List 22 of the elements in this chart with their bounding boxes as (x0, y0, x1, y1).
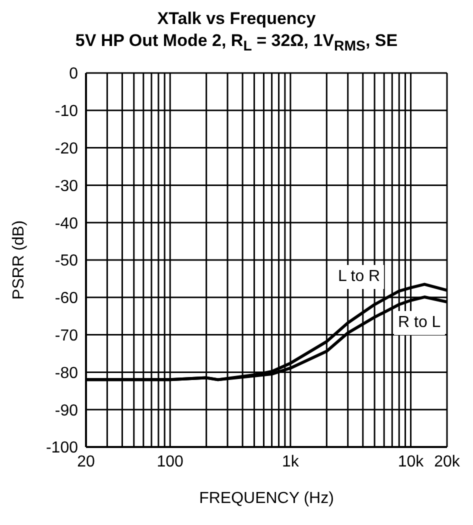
y-axis-title: PSRR (dB) (10, 220, 28, 300)
y-tick-label: -40 (54, 216, 78, 233)
x-tick-label: 1k (282, 454, 300, 471)
y-tick-label: -30 (54, 178, 78, 196)
x-tick-label: 10k (398, 454, 425, 471)
y-tick-label: -20 (54, 140, 78, 158)
y-tick-label: -60 (54, 290, 78, 308)
x-tick-label: 20 (77, 454, 95, 471)
y-tick-label: -100 (46, 440, 78, 458)
y-tick-label: 0 (69, 66, 78, 84)
y-tick-label: -90 (54, 402, 78, 420)
x-tick-label: 100 (156, 454, 184, 471)
chart-subtitle: 5V HP Out Mode 2, R$_{L}$ = 32Ω, 1V$_{RMS}$, SE (74, 30, 399, 56)
annotation: R to L (394, 311, 445, 336)
y-tick-label: -50 (54, 253, 78, 270)
y-tick-label: -70 (54, 328, 78, 345)
y-tick-label: -80 (54, 365, 78, 382)
annotation: L to R (334, 265, 384, 290)
x-axis-title: FREQUENCY (Hz) (199, 490, 334, 508)
x-tick-label: 20k (434, 454, 461, 471)
y-tick-label: -10 (54, 103, 78, 120)
chart-title: XTalk vs Frequency (156, 8, 317, 30)
